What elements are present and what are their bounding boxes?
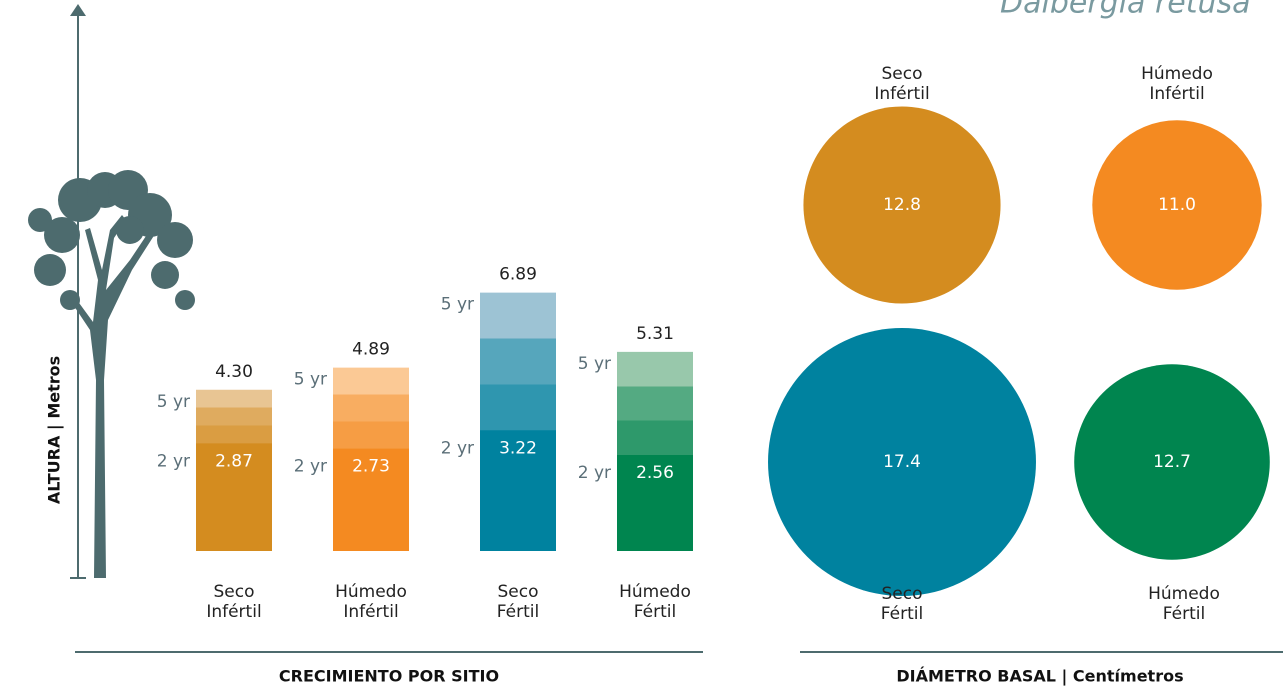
series-label: 2 yr — [294, 457, 327, 477]
category-label: Infértil — [1149, 84, 1204, 104]
series-label: 2 yr — [578, 463, 611, 483]
axis-arrow — [70, 4, 86, 16]
category-label: Húmedo — [335, 582, 407, 602]
category-label: Seco — [214, 582, 255, 602]
value-label: 17.4 — [883, 452, 921, 472]
value-label: 3.22 — [499, 438, 537, 458]
value-label: 2.73 — [352, 457, 390, 477]
series-label: 5 yr — [294, 370, 327, 390]
bubble — [768, 328, 1036, 596]
page-title: Dalbergia retusa — [1000, 0, 1251, 21]
bar-2yr — [480, 430, 556, 551]
category-label: Fértil — [1163, 604, 1205, 624]
category-label: Húmedo — [1141, 64, 1213, 84]
chart-title: CRECIMIENTO POR SITIO — [279, 667, 499, 686]
value-label: 4.89 — [352, 340, 390, 360]
category-label: Seco — [498, 582, 539, 602]
value-label: 5.31 — [636, 324, 674, 344]
category-label: Infértil — [874, 84, 929, 104]
category-label: Seco — [882, 584, 923, 604]
series-label: 2 yr — [441, 438, 474, 458]
y-axis-title: ALTURA | Metros — [45, 356, 65, 504]
bubble — [1092, 120, 1262, 290]
value-label: 4.30 — [215, 362, 253, 382]
category-label: Fértil — [634, 602, 676, 622]
chart-title: DIÁMETRO BASAL | Centímetros — [896, 667, 1183, 687]
value-label: 6.89 — [499, 265, 537, 285]
tree-illustration — [28, 170, 195, 578]
bar-2yr — [617, 455, 693, 551]
bar-2yr — [196, 443, 272, 551]
category-label: Infértil — [206, 602, 261, 622]
series-label: 5 yr — [578, 354, 611, 374]
category-label: Húmedo — [619, 582, 691, 602]
value-label: 12.7 — [1153, 452, 1191, 472]
category-label: Seco — [882, 64, 923, 84]
value-label: 2.87 — [215, 451, 253, 471]
category-label: Húmedo — [1148, 584, 1220, 604]
series-label: 2 yr — [157, 451, 190, 471]
value-label: 11.0 — [1158, 195, 1196, 215]
bubble — [1074, 364, 1270, 560]
bubble — [803, 106, 1001, 304]
series-label: 5 yr — [441, 295, 474, 315]
category-label: Fértil — [881, 604, 923, 624]
category-label: Fértil — [497, 602, 539, 622]
value-label: 12.8 — [883, 195, 921, 215]
series-label: 5 yr — [157, 392, 190, 412]
bar-2yr — [333, 448, 409, 551]
category-label: Infértil — [343, 602, 398, 622]
value-label: 2.56 — [636, 463, 674, 483]
